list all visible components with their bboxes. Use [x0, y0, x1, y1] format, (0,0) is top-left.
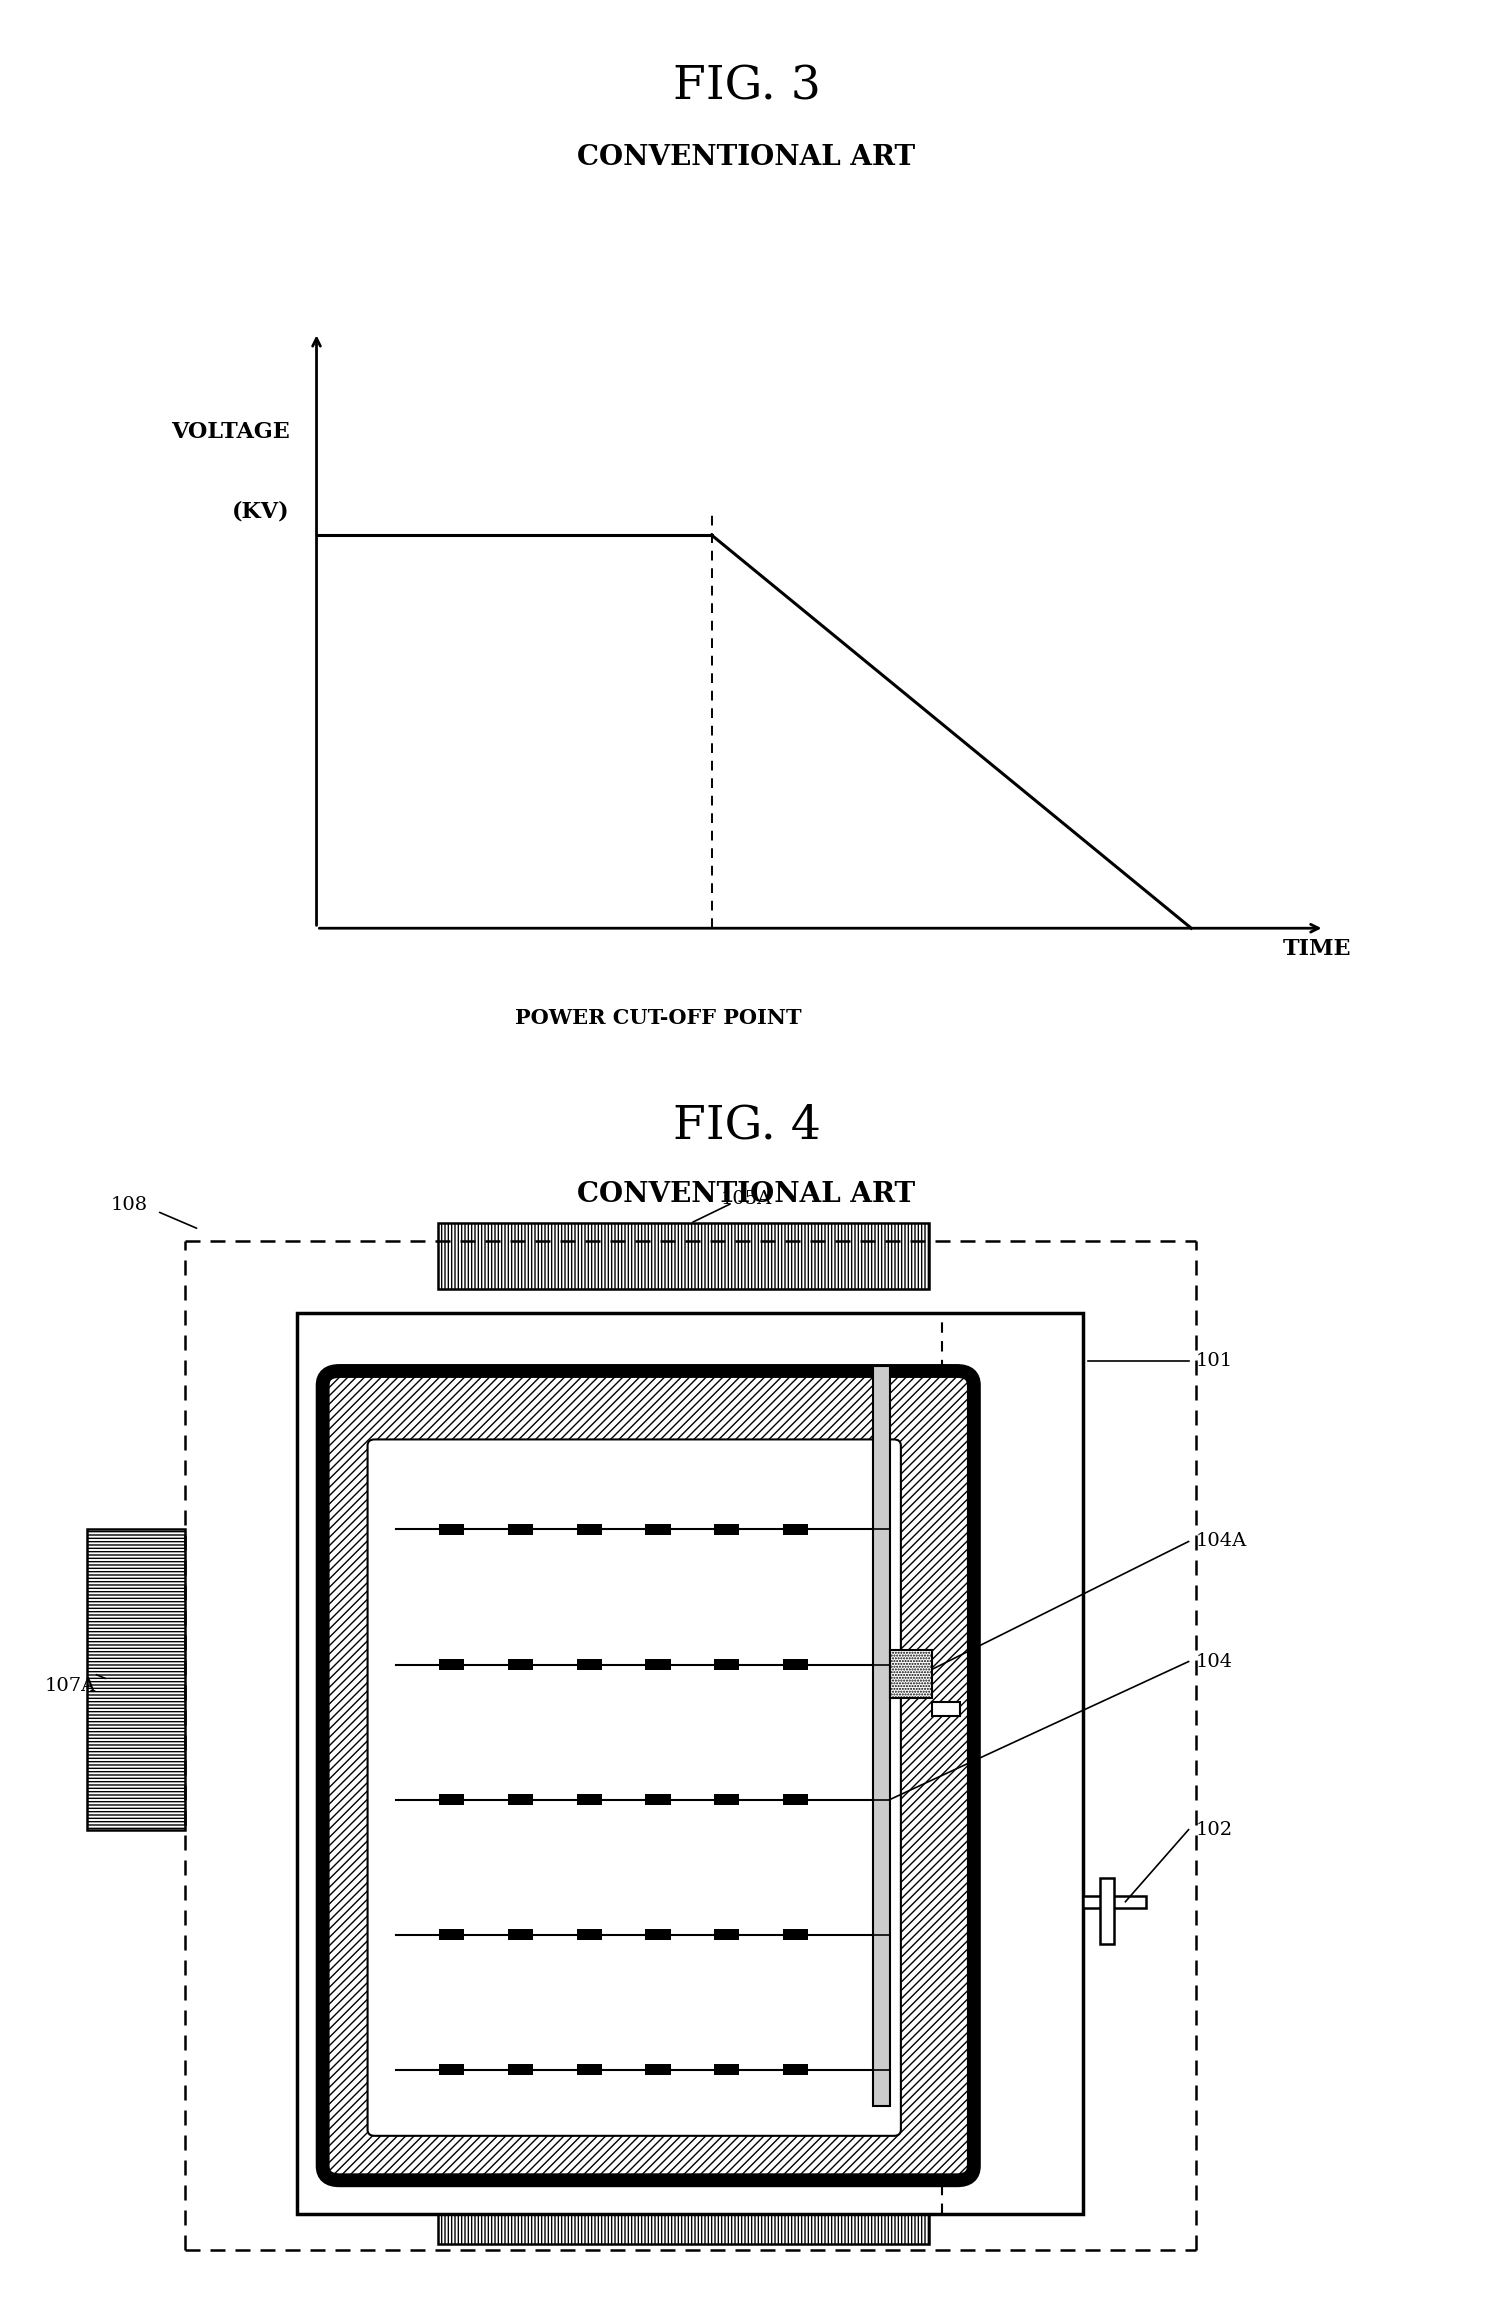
- Bar: [439, 2064, 464, 2076]
- Text: VOLTAGE: VOLTAGE: [170, 420, 290, 443]
- Bar: [437, 2177, 929, 2244]
- Bar: [873, 1367, 890, 2106]
- Bar: [576, 1660, 602, 1669]
- Bar: [714, 1930, 739, 1940]
- Bar: [439, 1660, 464, 1669]
- Bar: [508, 2064, 533, 2076]
- Text: 104: 104: [1196, 1653, 1233, 1669]
- Bar: [576, 1794, 602, 1806]
- Bar: [645, 1524, 670, 1535]
- Bar: [1084, 1896, 1147, 1907]
- Bar: [439, 1524, 464, 1535]
- Text: FIG. 4: FIG. 4: [672, 1104, 821, 1148]
- Text: 101: 101: [1196, 1353, 1233, 1369]
- Bar: [439, 1794, 464, 1806]
- Bar: [782, 1930, 808, 1940]
- Bar: [437, 1224, 929, 1288]
- Bar: [645, 2064, 670, 2076]
- Text: (KV): (KV): [231, 501, 290, 522]
- Text: CONVENTIONAL ART: CONVENTIONAL ART: [578, 143, 915, 171]
- Bar: [932, 1702, 960, 1716]
- Bar: [782, 2064, 808, 2076]
- Bar: [890, 1651, 932, 1699]
- Bar: [714, 1524, 739, 1535]
- Bar: [782, 1660, 808, 1669]
- Bar: [297, 1314, 1084, 2214]
- Text: FIG. 3: FIG. 3: [672, 65, 821, 111]
- Text: TIME: TIME: [1282, 937, 1351, 961]
- Bar: [508, 1524, 533, 1535]
- Bar: [87, 1529, 185, 1829]
- Text: 105A: 105A: [721, 1191, 772, 1208]
- Bar: [714, 1660, 739, 1669]
- Bar: [714, 1794, 739, 1806]
- Bar: [439, 1930, 464, 1940]
- Text: 108: 108: [110, 1196, 148, 1215]
- FancyBboxPatch shape: [322, 1372, 973, 2180]
- Bar: [645, 1794, 670, 1806]
- Bar: [508, 1794, 533, 1806]
- Text: POWER CUT-OFF POINT: POWER CUT-OFF POINT: [515, 1007, 802, 1028]
- Bar: [1100, 1877, 1114, 1944]
- Bar: [508, 1930, 533, 1940]
- Bar: [576, 1524, 602, 1535]
- Bar: [714, 2064, 739, 2076]
- Bar: [576, 2064, 602, 2076]
- Bar: [645, 1660, 670, 1669]
- Text: CONVENTIONAL ART: CONVENTIONAL ART: [578, 1182, 915, 1208]
- Text: 107A: 107A: [45, 1676, 96, 1695]
- Bar: [782, 1794, 808, 1806]
- Text: 102: 102: [1196, 1822, 1233, 1838]
- Bar: [645, 1930, 670, 1940]
- Text: 104A: 104A: [1196, 1533, 1247, 1549]
- FancyBboxPatch shape: [367, 1439, 900, 2136]
- Bar: [576, 1930, 602, 1940]
- Bar: [782, 1524, 808, 1535]
- Bar: [508, 1660, 533, 1669]
